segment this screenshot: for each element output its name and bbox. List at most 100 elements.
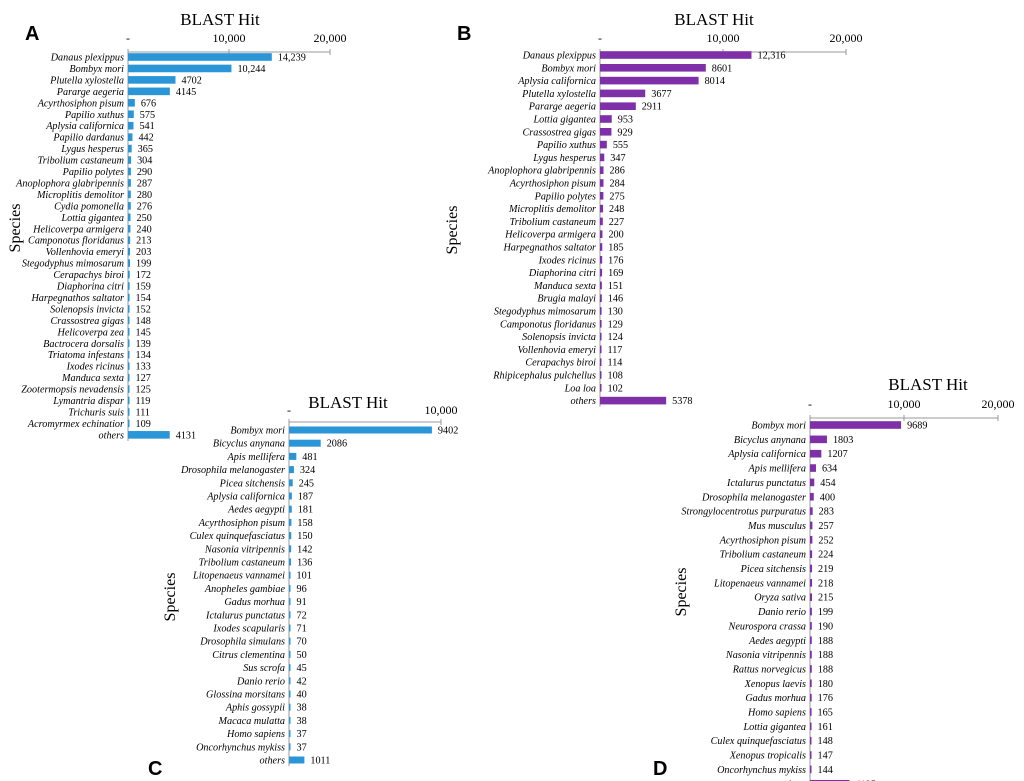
- category-label: Citrus clementina: [212, 650, 285, 661]
- bar: [600, 76, 699, 85]
- bar: [810, 593, 813, 601]
- bar: [600, 166, 604, 174]
- bar: [128, 87, 170, 96]
- category-label: Litopenaeus vannamei: [713, 578, 806, 589]
- value-label: 365: [138, 144, 153, 155]
- value-label: 1011: [310, 756, 330, 767]
- x-tick-label: -: [126, 31, 130, 45]
- bar: [600, 128, 612, 136]
- category-label: Drosophila simulans: [199, 637, 285, 648]
- bar: [810, 464, 816, 472]
- category-label: Xenopus tropicalis: [729, 751, 806, 762]
- value-label: 283: [819, 507, 834, 518]
- y-axis-label: Species: [7, 204, 24, 253]
- value-label: 187: [298, 492, 313, 503]
- category-label: Picea sitchensis: [219, 478, 285, 489]
- bar: [128, 190, 131, 199]
- bar: [289, 664, 291, 672]
- category-label: Bactrocera dorsalis: [43, 339, 124, 350]
- bar: [128, 350, 130, 359]
- axis-title: BLAST Hit: [308, 393, 388, 412]
- bar: [128, 259, 131, 267]
- value-label: 276: [137, 201, 152, 212]
- category-label: Stegodyphus mimosarum: [494, 307, 596, 318]
- bar: [128, 282, 130, 290]
- y-axis-label: Species: [673, 568, 690, 617]
- axis-title: BLAST Hit: [180, 10, 260, 29]
- category-label: Helicoverpa zea: [57, 327, 124, 338]
- category-label: Harpegnathos saltator: [30, 293, 124, 304]
- x-tick-label: 20,000: [982, 397, 1015, 411]
- value-label: 150: [297, 531, 312, 542]
- bar: [128, 179, 131, 187]
- bar: [810, 622, 812, 630]
- value-label: 1803: [833, 435, 853, 446]
- category-label: Anoplophora glabripennis: [487, 166, 596, 177]
- bar: [128, 99, 135, 107]
- category-label: Homo sapiens: [747, 708, 806, 719]
- value-label: 286: [610, 166, 625, 177]
- value-label: 200: [608, 230, 623, 241]
- value-label: 71: [297, 624, 307, 635]
- value-label: 161: [818, 722, 833, 733]
- category-label: Drosophila melanogaster: [180, 465, 285, 476]
- value-label: 134: [136, 350, 151, 361]
- value-label: 3677: [651, 89, 671, 100]
- bar: [289, 505, 292, 513]
- value-label: 108: [608, 371, 623, 382]
- value-label: 185: [608, 243, 623, 254]
- bar: [600, 230, 603, 238]
- panel-letter: A: [25, 23, 39, 45]
- category-label: Pararge aegeria: [528, 102, 596, 113]
- value-label: 2086: [327, 439, 347, 450]
- category-label: Ixodes ricinus: [66, 362, 124, 373]
- category-label: Papilio dardanus: [52, 133, 124, 144]
- value-label: 176: [608, 255, 623, 266]
- panel-letter: B: [457, 23, 471, 45]
- category-label: Aedes aegypti: [748, 636, 806, 647]
- value-label: 114: [608, 358, 623, 369]
- category-label: Aedes aegypti: [227, 505, 285, 516]
- bar: [128, 213, 131, 222]
- category-label: Tribolium castaneum: [720, 550, 806, 561]
- category-label: Oncorhynchus mykiss: [196, 742, 285, 753]
- category-label: Lygus hesperus: [532, 153, 596, 164]
- bar: [810, 779, 850, 781]
- x-tick-label: -: [598, 31, 602, 45]
- value-label: 1207: [827, 449, 847, 460]
- bar: [810, 751, 812, 759]
- bar: [810, 478, 815, 487]
- category-label: Microplitis demolitor: [508, 204, 596, 215]
- value-label: 145: [136, 327, 151, 338]
- category-label: Plutella xylostella: [49, 75, 124, 86]
- value-label: 245: [299, 478, 314, 489]
- value-label: 290: [137, 167, 152, 178]
- category-label: Helicoverpa armigera: [32, 224, 124, 235]
- bar: [600, 320, 602, 328]
- value-label: 203: [136, 247, 151, 258]
- bar: [128, 431, 170, 439]
- bar: [810, 492, 814, 501]
- panel-b: B BLAST Hit Species - 10,000 20,000 Danaus ple…: [444, 10, 863, 407]
- value-label: 347: [610, 153, 625, 164]
- bar: [810, 607, 812, 616]
- category-label: Diaphorina citri: [56, 282, 124, 293]
- category-label: Lygus hesperus: [60, 144, 124, 155]
- value-label: 119: [136, 396, 151, 407]
- bar: [810, 521, 813, 530]
- bar: [289, 518, 292, 526]
- bar: [600, 89, 646, 98]
- value-label: 139: [136, 339, 151, 350]
- bar: [810, 736, 812, 745]
- value-label: 50: [297, 650, 307, 661]
- category-label: Apis mellifera: [748, 464, 806, 475]
- category-label: Macaca mulatta: [218, 716, 286, 727]
- category-label: Cerapachys biroi: [525, 358, 596, 369]
- bar: [600, 307, 602, 315]
- bar: [810, 536, 813, 544]
- bar: [810, 550, 813, 558]
- category-label: Ixodes scapularis: [212, 624, 285, 635]
- value-label: 37: [297, 742, 307, 753]
- x-tick-label: 20,000: [830, 31, 863, 45]
- category-label: Gadus morhua: [224, 597, 285, 608]
